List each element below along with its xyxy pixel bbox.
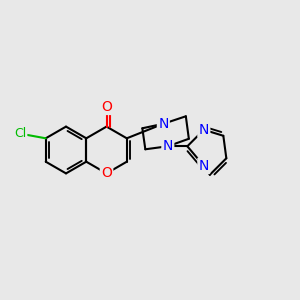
Text: N: N (163, 139, 173, 153)
Text: N: N (199, 159, 209, 173)
Text: N: N (199, 123, 209, 137)
Text: O: O (101, 100, 112, 114)
Text: O: O (101, 167, 112, 180)
Text: N: N (158, 117, 169, 131)
Text: Cl: Cl (14, 127, 26, 140)
